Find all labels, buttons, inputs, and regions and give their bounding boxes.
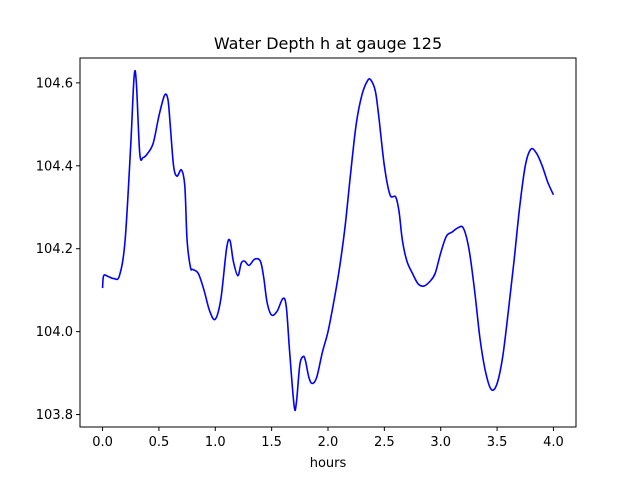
y-tick-label: 103.8: [36, 408, 73, 423]
series-layer: [101, 69, 555, 412]
y-axis: 103.8 104.0 104.2 104.4 104.6: [36, 76, 80, 423]
x-tick-label: 0.5: [149, 435, 170, 450]
x-tick-label: 2.5: [374, 435, 395, 450]
x-tick-label: 1.5: [261, 435, 282, 450]
chart-title: Water Depth h at gauge 125: [214, 34, 442, 53]
y-tick-label: 104.6: [36, 76, 73, 91]
y-tick-label: 104.2: [36, 242, 73, 257]
x-tick-label: 2.0: [318, 435, 339, 450]
x-tick-label: 0.0: [92, 435, 113, 450]
x-tick-label: 1.0: [205, 435, 226, 450]
x-tick-label: 4.0: [543, 435, 564, 450]
x-tick-label: 3.0: [430, 435, 451, 450]
x-tick-label: 3.5: [487, 435, 508, 450]
series-line-0: [101, 69, 555, 412]
y-tick-label: 104.4: [36, 159, 73, 174]
y-tick-label: 104.0: [36, 325, 73, 340]
x-axis-label: hours: [310, 456, 347, 471]
x-axis: 0.0 0.5 1.0 1.5 2.0 2.5 3.0 3.5 4.0: [92, 427, 564, 450]
